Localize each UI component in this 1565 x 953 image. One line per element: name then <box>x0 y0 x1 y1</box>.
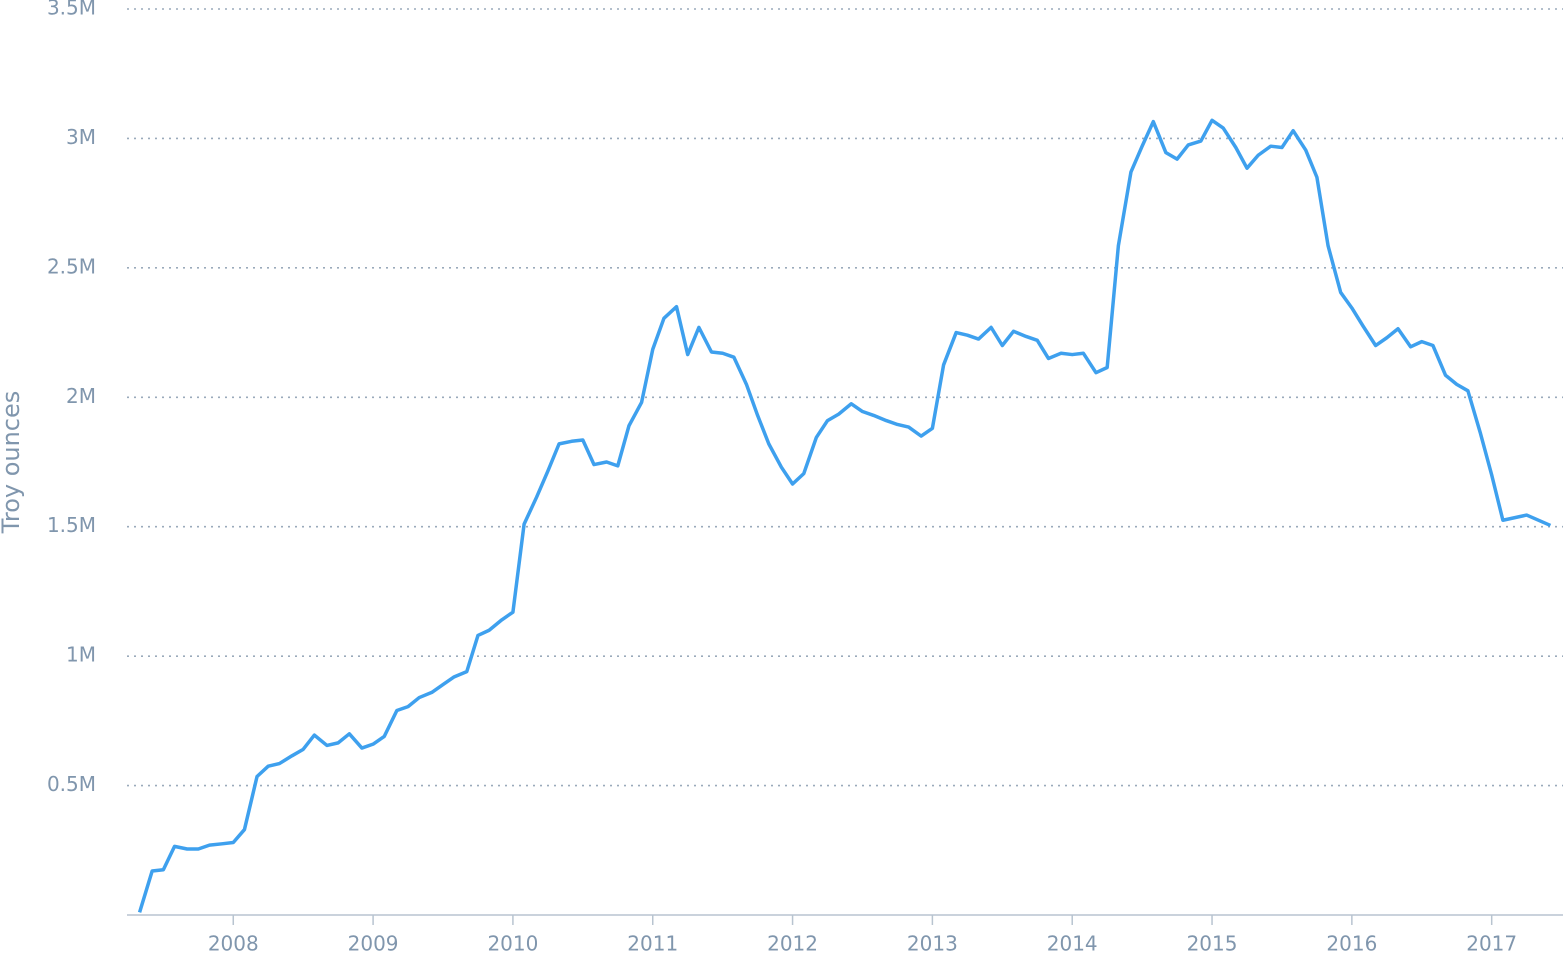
y-tick-label: 2M <box>66 384 96 408</box>
x-tick-label: 2011 <box>627 932 678 953</box>
x-tick-label: 2010 <box>487 932 538 953</box>
x-tick-label: 2013 <box>907 932 958 953</box>
y-tick-label: 1.5M <box>47 513 96 537</box>
data-line <box>137 118 1552 913</box>
y-tick-label: 1M <box>66 643 96 667</box>
x-tick-label: 2008 <box>208 932 259 953</box>
y-tick-label: 2.5M <box>47 254 96 278</box>
y-axis-title: Troy ounces <box>0 391 25 535</box>
x-tick-label: 2009 <box>348 932 399 953</box>
x-tick-label: 2016 <box>1326 932 1377 953</box>
x-tick-label: 2014 <box>1047 932 1098 953</box>
y-tick-label: 3.5M <box>47 0 96 20</box>
x-tick-label: 2012 <box>767 932 818 953</box>
y-tick-label: 0.5M <box>47 772 96 796</box>
y-tick-label: 3M <box>66 125 96 149</box>
x-tick-label: 2017 <box>1466 932 1517 953</box>
x-tick-label: 2015 <box>1187 932 1238 953</box>
